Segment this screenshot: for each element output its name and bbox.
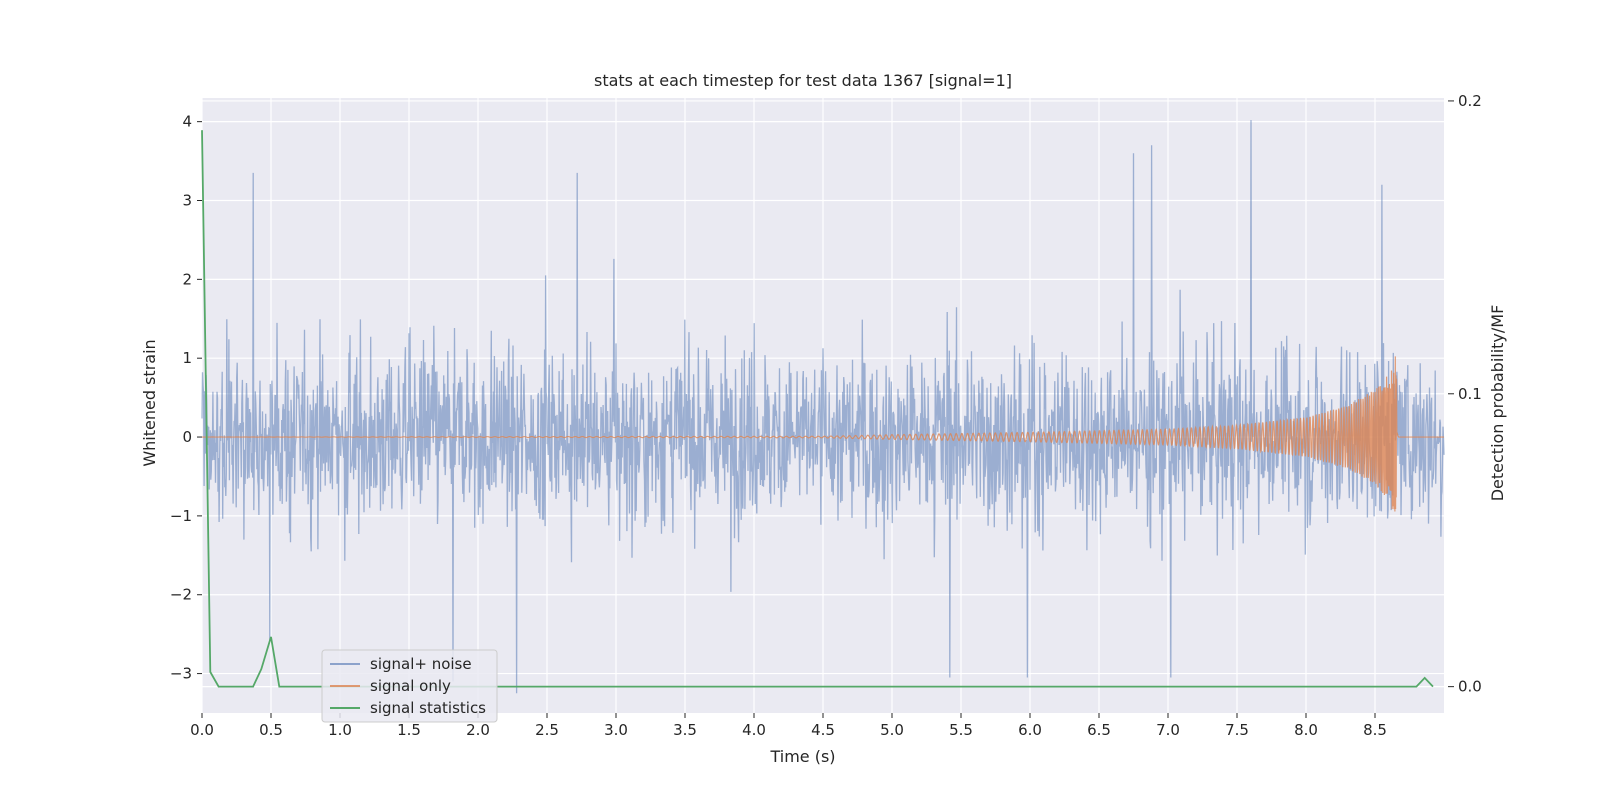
x-tick-label: 7.5: [1225, 721, 1249, 739]
x-tick-label: 1.0: [328, 721, 352, 739]
axes: 0.0 0.5 1.0 1.5 2.0 2.5 3.0 3.5 4.0 4.5 5.0 5.5 6.0 6…: [170, 92, 1482, 739]
y-axis-label: Whitened strain: [140, 339, 159, 466]
y-tick-label: 4: [182, 113, 192, 131]
x-tick-label: 8.5: [1363, 721, 1387, 739]
x-tick-label: 2.5: [535, 721, 559, 739]
x-tick-label: 8.0: [1294, 721, 1318, 739]
legend-label-signal-statistics: signal statistics: [370, 699, 486, 717]
signal-statistics-line: [201, 130, 1434, 688]
signal-only-line: [202, 356, 1444, 512]
y2-tick-label: 0.0: [1458, 678, 1482, 696]
y2-tick-label: 0.2: [1458, 92, 1482, 110]
x-tick-label: 1.5: [397, 721, 421, 739]
series-signal-only: [202, 356, 1444, 512]
chart-title: stats at each timestep for test data 136…: [594, 71, 1012, 90]
x-tick-label: 0.5: [259, 721, 283, 739]
y-tick-label: −1: [170, 507, 192, 525]
x-tick-label: 5.5: [949, 721, 973, 739]
x-tick-label: 3.0: [604, 721, 628, 739]
series-signal-statistics: [201, 130, 1434, 688]
x-tick-label: 6.5: [1087, 721, 1111, 739]
y2-tick-label: 0.1: [1458, 385, 1482, 403]
y-tick-label: 3: [182, 192, 192, 210]
x-tick-label: 4.0: [742, 721, 766, 739]
legend-label-signal-noise: signal+ noise: [370, 655, 472, 673]
x-tick-label: 5.0: [880, 721, 904, 739]
legend: signal+ noise signal only signal statist…: [321, 649, 498, 723]
y-tick-label: 2: [182, 270, 192, 288]
y-tick-label: 0: [182, 428, 192, 446]
x-tick-label: 3.5: [673, 721, 697, 739]
y-tick-label: 1: [182, 349, 192, 367]
x-axis-label: Time (s): [769, 747, 835, 766]
legend-label-signal-only: signal only: [370, 677, 451, 695]
legend-box: [321, 649, 498, 723]
y-tick-label: −2: [170, 586, 192, 604]
x-tick-label: 6.0: [1018, 721, 1042, 739]
x-tick-label: 7.0: [1156, 721, 1180, 739]
x-tick-label: 4.5: [811, 721, 835, 739]
y2-axis-label: Detection probability/MF: [1488, 305, 1507, 502]
x-tick-label: 0.0: [190, 721, 214, 739]
x-tick-label: 2.0: [466, 721, 490, 739]
y-tick-label: −3: [170, 665, 192, 683]
